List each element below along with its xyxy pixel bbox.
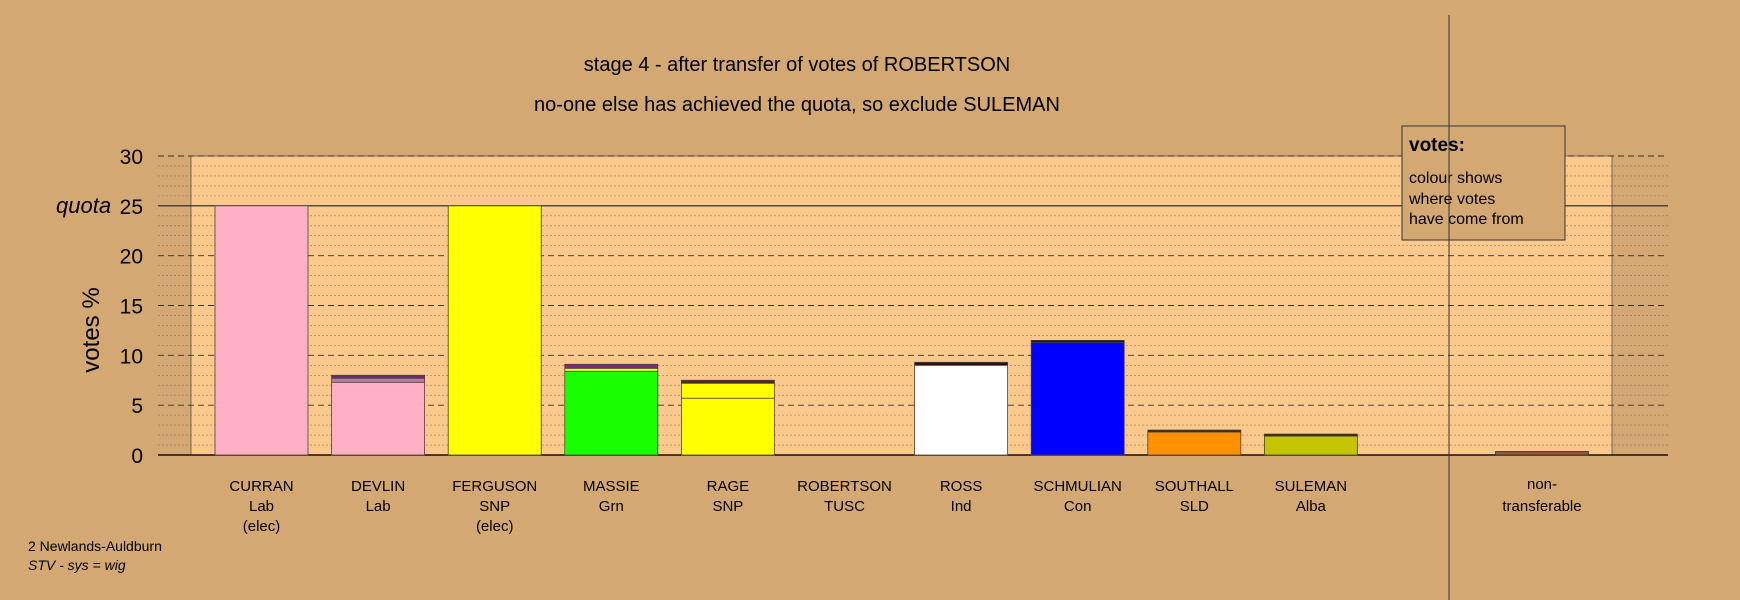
- nontransferable-bar: [1495, 451, 1589, 456]
- y-axis-label: votes %: [78, 287, 105, 372]
- bar-segment: [914, 364, 1008, 456]
- bar-segment: [1147, 431, 1242, 456]
- candidate-party: TUSC: [824, 498, 865, 515]
- bar-segment: [1030, 341, 1125, 456]
- bar-segment: [214, 205, 309, 456]
- candidate-name: CURRAN: [229, 478, 293, 495]
- x-axis-labels: CURRAN Lab (elec) DEVLIN Lab FERGUSON SNP (elec…: [229, 476, 1581, 535]
- bar-segment: [1147, 429, 1242, 433]
- bar-segment: [564, 363, 659, 369]
- y-tick-label: 30: [120, 146, 143, 169]
- legend-line: have come from: [1409, 211, 1524, 228]
- legend-title: votes:: [1409, 135, 1465, 156]
- candidate-party: Lab: [249, 498, 274, 515]
- footer-ward: 2 Newlands-Auldburn: [28, 538, 162, 554]
- candidate-party: SLD: [1180, 498, 1209, 515]
- y-axis: 0 5 10 15 20 25 30: [120, 146, 143, 468]
- nontransferable-label: transferable: [1502, 498, 1581, 515]
- y-tick-label: 25: [120, 196, 143, 219]
- legend: votes: colour shows where votes have com…: [1401, 125, 1566, 241]
- y-tick-label: 10: [120, 345, 143, 368]
- footer-system: STV - sys = wig: [28, 557, 126, 573]
- bar-segment: [447, 205, 542, 456]
- bars: [214, 205, 1589, 456]
- candidate-party: SNP: [712, 498, 743, 515]
- bar-segment: [564, 370, 659, 456]
- nontransferable-label: non-: [1527, 476, 1557, 493]
- quota-label: quota: [56, 193, 111, 218]
- candidate-party: Ind: [951, 498, 972, 515]
- bar-segment: [681, 379, 775, 384]
- candidate-name: ROSS: [940, 478, 983, 495]
- candidate-party: SNP: [479, 498, 510, 515]
- candidate-name: SULEMAN: [1275, 478, 1348, 495]
- y-tick-label: 15: [120, 296, 143, 319]
- candidate-name: SOUTHALL: [1155, 478, 1234, 495]
- candidate-party: Con: [1064, 498, 1092, 515]
- y-tick-label: 0: [131, 445, 143, 468]
- candidate-party: Alba: [1296, 498, 1327, 515]
- candidate-name: FERGUSON: [452, 478, 537, 495]
- candidate-status: (elec): [243, 518, 281, 535]
- y-tick-label: 20: [120, 246, 143, 269]
- candidate-status: (elec): [476, 518, 514, 535]
- candidate-name: ROBERTSON: [797, 478, 892, 495]
- bar-segment: [681, 382, 775, 399]
- y-tick-label: 5: [131, 395, 143, 418]
- chart-title: stage 4 - after transfer of votes of ROB…: [584, 54, 1010, 76]
- legend-line: where votes: [1408, 191, 1495, 208]
- bar-segment: [681, 397, 775, 456]
- bar-segment: [331, 381, 426, 456]
- candidate-party: Grn: [599, 498, 624, 515]
- candidate-name: DEVLIN: [351, 478, 405, 495]
- bar-segment: [914, 361, 1008, 366]
- bar-segment: [1030, 339, 1125, 343]
- bar-segment: [1264, 435, 1358, 456]
- candidate-name: RAGE: [707, 478, 750, 495]
- candidate-name: SCHMULIAN: [1034, 478, 1122, 495]
- candidate-party: Lab: [366, 498, 391, 515]
- candidate-name: MASSIE: [583, 478, 640, 495]
- chart-subtitle: no-one else has achieved the quota, so e…: [534, 94, 1060, 116]
- legend-line: colour shows: [1409, 170, 1502, 187]
- legend-box: [1401, 125, 1566, 241]
- bar-segment: [331, 377, 426, 383]
- bar-segment: [331, 374, 426, 379]
- bar-segment: [564, 367, 659, 372]
- bar-segment: [1264, 433, 1358, 437]
